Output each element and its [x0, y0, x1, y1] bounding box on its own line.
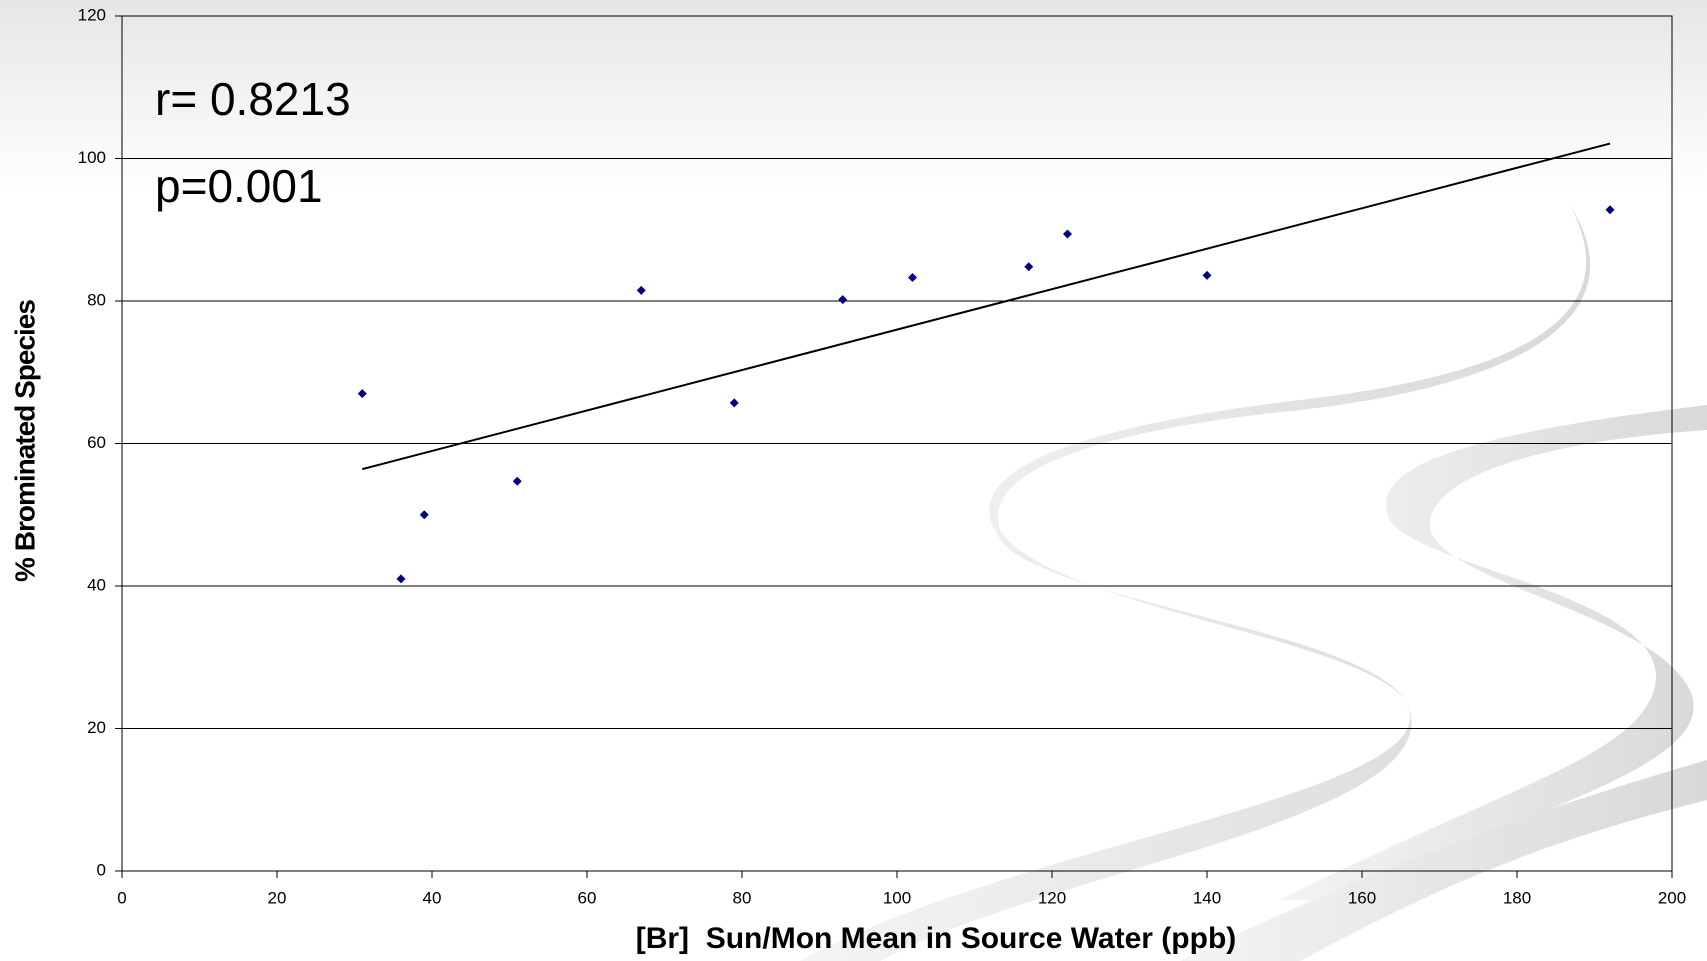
decoration — [800, 205, 1707, 961]
x-tick-label: 200 — [1658, 888, 1686, 907]
annotation: r= 0.8213 — [155, 73, 351, 125]
data-point — [1202, 270, 1212, 280]
trendline — [361, 142, 1611, 471]
x-tick-label: 140 — [1193, 888, 1221, 907]
x-tick-label: 120 — [1038, 888, 1066, 907]
x-axis-title: [Br] Sun/Mon Mean in Source Water (ppb) — [636, 922, 1237, 955]
x-tick-label: 180 — [1503, 888, 1531, 907]
x-tick-label: 160 — [1348, 888, 1376, 907]
data-point — [419, 510, 429, 520]
data-point — [512, 476, 522, 486]
x-tick-label: 40 — [423, 888, 442, 907]
x-tick-label: 0 — [117, 888, 126, 907]
x-tick-label: 80 — [733, 888, 752, 907]
data-point — [357, 389, 367, 399]
y-axis-title: % Brominated Species — [9, 300, 40, 582]
y-tick-label: 40 — [87, 575, 106, 594]
annotation: p=0.001 — [155, 160, 323, 212]
data-point — [729, 398, 739, 408]
data-point — [396, 574, 406, 584]
x-tick-label: 60 — [578, 888, 597, 907]
y-tick-label: 60 — [87, 433, 106, 452]
data-point — [636, 285, 646, 295]
y-tick-label: 100 — [78, 148, 106, 167]
y-tick-label: 80 — [87, 290, 106, 309]
data-point — [1063, 229, 1072, 239]
data-point — [838, 295, 848, 305]
data-point — [1605, 205, 1615, 215]
x-tick-label: 100 — [883, 888, 911, 907]
data-point — [1024, 262, 1034, 272]
y-tick-label: 0 — [97, 860, 106, 879]
data-point — [908, 272, 917, 282]
y-tick-label: 120 — [78, 5, 106, 24]
y-tick-label: 20 — [87, 718, 106, 737]
x-tick-label: 20 — [268, 888, 287, 907]
